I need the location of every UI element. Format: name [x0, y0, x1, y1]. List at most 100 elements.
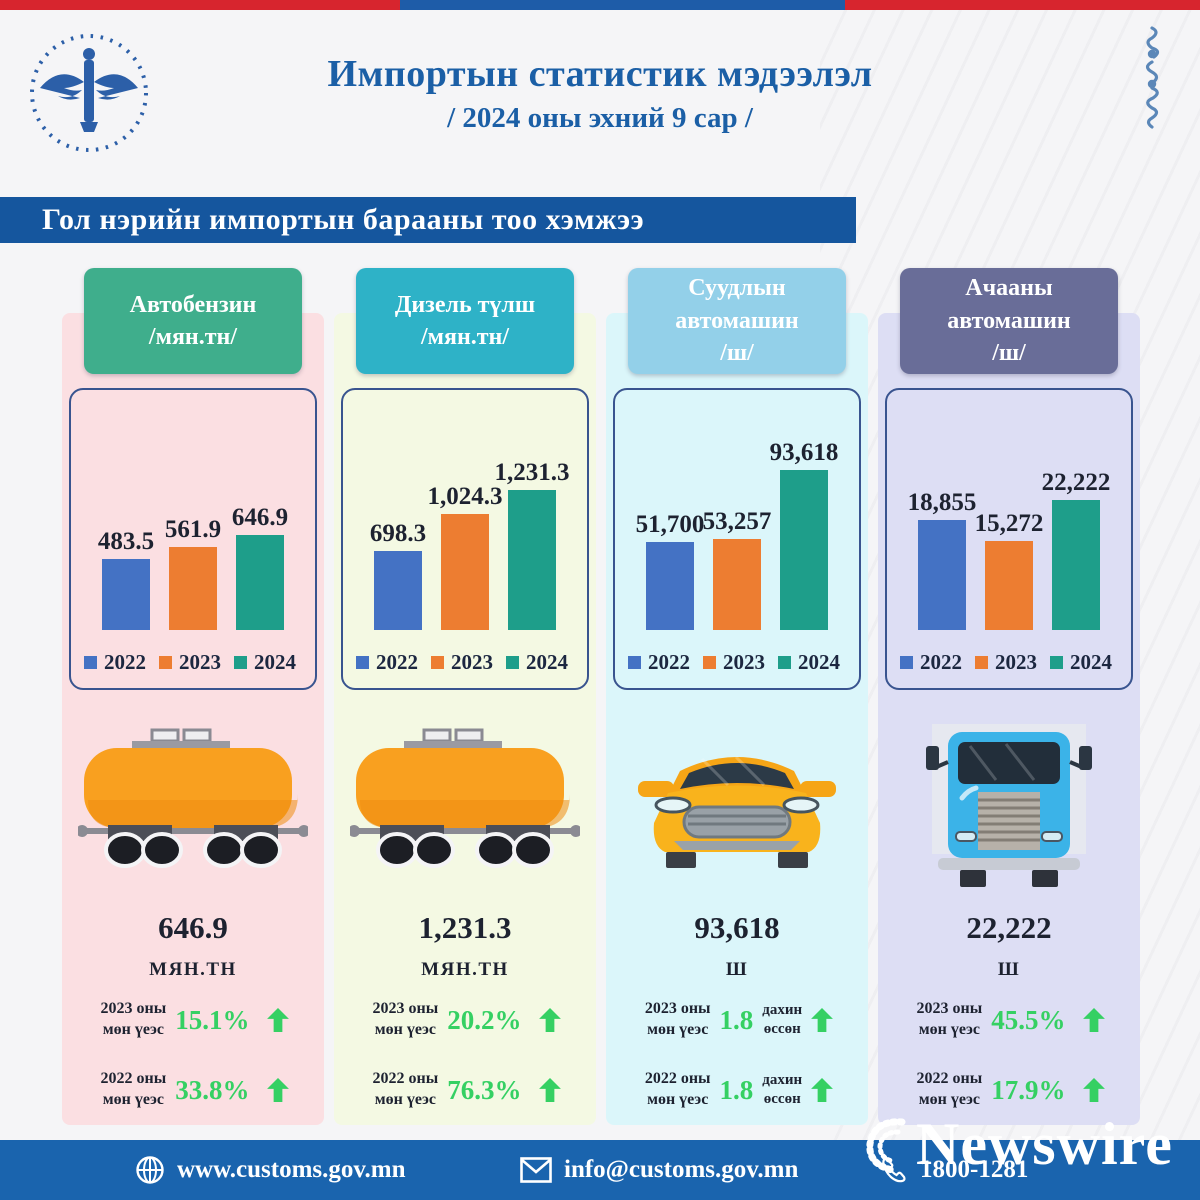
- legend-swatch-2022: [356, 656, 369, 669]
- comparison-tail: дахин өссөн: [762, 1071, 803, 1108]
- category-header-trucks: Ачааны автомашин /ш/: [900, 268, 1118, 374]
- category-header-gasoline: Автобензин /мян.тн/: [84, 268, 302, 374]
- comparison-label: 2023 оны мөн үеэс: [644, 1000, 711, 1038]
- column-background: [878, 313, 1140, 1125]
- total-unit: МЯН.ТН: [149, 959, 237, 980]
- comparison-value: 45.5%: [991, 1004, 1066, 1035]
- comparison-value: 17.9%: [991, 1074, 1066, 1105]
- comparison-row: 2022 оны мөн үеэс 76.3%: [342, 1060, 592, 1120]
- up-arrow-icon: [539, 1008, 562, 1032]
- legend-label-2024: 2024: [798, 650, 840, 674]
- bar-cell: 646.9: [232, 504, 288, 630]
- legend-swatch-2024: [234, 656, 247, 669]
- up-arrow-icon: [1083, 1008, 1106, 1032]
- comparison-value: 33.8%: [175, 1074, 250, 1105]
- comparison-row: 2023 оны мөн үеэс 15.1%: [70, 990, 320, 1050]
- legend-swatch-2024: [506, 656, 519, 669]
- comparison-value: 1.8: [719, 1074, 754, 1105]
- chart-panel-gasoline: 483.5 561.9 646.9 2022 2023 2024: [69, 388, 317, 690]
- bar-2023: [985, 541, 1033, 630]
- comparison-label: 2022 оны мөн үеэс: [916, 1070, 983, 1108]
- section-title: Гол нэрийн импортын барааны тоо хэмжээ: [42, 203, 645, 236]
- bar-cell: 51,700: [636, 511, 704, 630]
- globe-icon: [136, 1156, 164, 1184]
- comparison-label: 2022 оны мөн үеэс: [644, 1070, 711, 1108]
- rail-tanker-icon: [334, 700, 596, 908]
- column-background: [62, 313, 324, 1125]
- truck-icon: [878, 700, 1140, 908]
- bar-cell: 698.3: [370, 520, 426, 630]
- legend-label-2022: 2022: [104, 650, 146, 674]
- comparison-row: 2022 оны мөн үеэс 1.8 дахин өссөн: [614, 1060, 864, 1120]
- up-arrow-icon: [811, 1008, 834, 1032]
- watermark-text: Newswire: [916, 1111, 1173, 1177]
- legend-swatch-2022: [84, 656, 97, 669]
- rail-tanker-icon: [62, 700, 324, 908]
- comparison-row: 2023 оны мөн үеэс 45.5%: [886, 990, 1136, 1050]
- up-arrow-icon: [539, 1078, 562, 1102]
- legend-swatch-2022: [628, 656, 641, 669]
- bar-cell: 483.5: [98, 528, 154, 630]
- comparison-value: 20.2%: [447, 1004, 522, 1035]
- comparison-label: 2023 оны мөн үеэс: [100, 1000, 167, 1038]
- legend-swatch-2023: [975, 656, 988, 669]
- comparison-value: 1.8: [719, 1004, 754, 1035]
- bar-2023: [713, 539, 761, 630]
- bar-2024: [508, 490, 556, 630]
- comparison-label: 2023 оны мөн үеэс: [916, 1000, 983, 1038]
- footer-website: www.customs.gov.mn: [135, 1140, 406, 1200]
- category-header-passenger-cars: Суудлын автомашин /ш/: [628, 268, 846, 374]
- bar-cell: 22,222: [1042, 469, 1110, 630]
- comparison-row: 2022 оны мөн үеэс 17.9%: [886, 1060, 1136, 1120]
- chart-panel-diesel: 698.3 1,024.3 1,231.3 2022 2023 20: [341, 388, 589, 690]
- total-unit: Ш: [997, 959, 1021, 980]
- chart-panel-trucks: 18,855 15,272 22,222 2022 2023 202: [885, 388, 1133, 690]
- mongolian-script-icon: [1145, 26, 1160, 129]
- footer-phone: 1800-1281: [880, 1140, 1028, 1200]
- total-value: 646.9: [158, 910, 228, 945]
- page-title: Импортын статистик мэдээлэл: [327, 53, 873, 95]
- up-arrow-icon: [267, 1078, 290, 1102]
- total-value: 1,231.3: [418, 910, 512, 945]
- bar-2022: [646, 542, 694, 630]
- legend-label-2024: 2024: [254, 650, 296, 674]
- bar-value-label: 698.3: [369, 520, 427, 547]
- envelope-icon: [520, 1157, 552, 1183]
- bar-2023: [441, 514, 489, 630]
- footer-email: info@customs.gov.mn: [520, 1140, 798, 1200]
- comparison-row: 2023 оны мөн үеэс 20.2%: [342, 990, 592, 1050]
- bar-value-label: 561.9: [164, 516, 222, 543]
- bar-cell: 53,257: [703, 508, 771, 630]
- chart-legend: 2022 2023 2024: [343, 650, 587, 675]
- chart-legend: 2022 2023 2024: [71, 650, 315, 675]
- bar-2024: [236, 535, 284, 630]
- footer-bar: www.customs.gov.mn info@customs.gov.mn 1…: [0, 1140, 1200, 1200]
- bar-group: 483.5 561.9 646.9: [71, 504, 315, 630]
- bar-2022: [102, 559, 150, 630]
- footer-email-text: info@customs.gov.mn: [564, 1156, 799, 1183]
- comparison-value: 76.3%: [447, 1074, 522, 1105]
- column-trucks: Ачааны автомашин /ш/ 18,855 15,272 22,22…: [878, 268, 1140, 1128]
- up-arrow-icon: [267, 1008, 290, 1032]
- bar-value-label: 1,231.3: [494, 459, 570, 486]
- comparison-label: 2022 оны мөн үеэс: [372, 1070, 439, 1108]
- total-unit: Ш: [725, 959, 749, 980]
- legend-label-2022: 2022: [920, 650, 962, 674]
- bar-value-label: 483.5: [97, 528, 155, 555]
- legend-label-2023: 2023: [179, 650, 221, 674]
- legend-label-2023: 2023: [723, 650, 765, 674]
- category-header-diesel: Дизель түлш /мян.тн/: [356, 268, 574, 374]
- page-subtitle: / 2024 оны эхний 9 сар /: [447, 102, 753, 134]
- column-background: [606, 313, 868, 1125]
- legend-label-2022: 2022: [648, 650, 690, 674]
- bar-2024: [1052, 500, 1100, 630]
- legend-swatch-2023: [431, 656, 444, 669]
- bar-value-label: 646.9: [231, 504, 289, 531]
- bar-value-label: 1,024.3: [427, 483, 503, 510]
- bar-2024: [780, 470, 828, 630]
- bar-group: 698.3 1,024.3 1,231.3: [343, 459, 587, 630]
- footer-phone-text: 1800-1281: [920, 1156, 1029, 1183]
- legend-label-2022: 2022: [376, 650, 418, 674]
- legend-label-2023: 2023: [995, 650, 1037, 674]
